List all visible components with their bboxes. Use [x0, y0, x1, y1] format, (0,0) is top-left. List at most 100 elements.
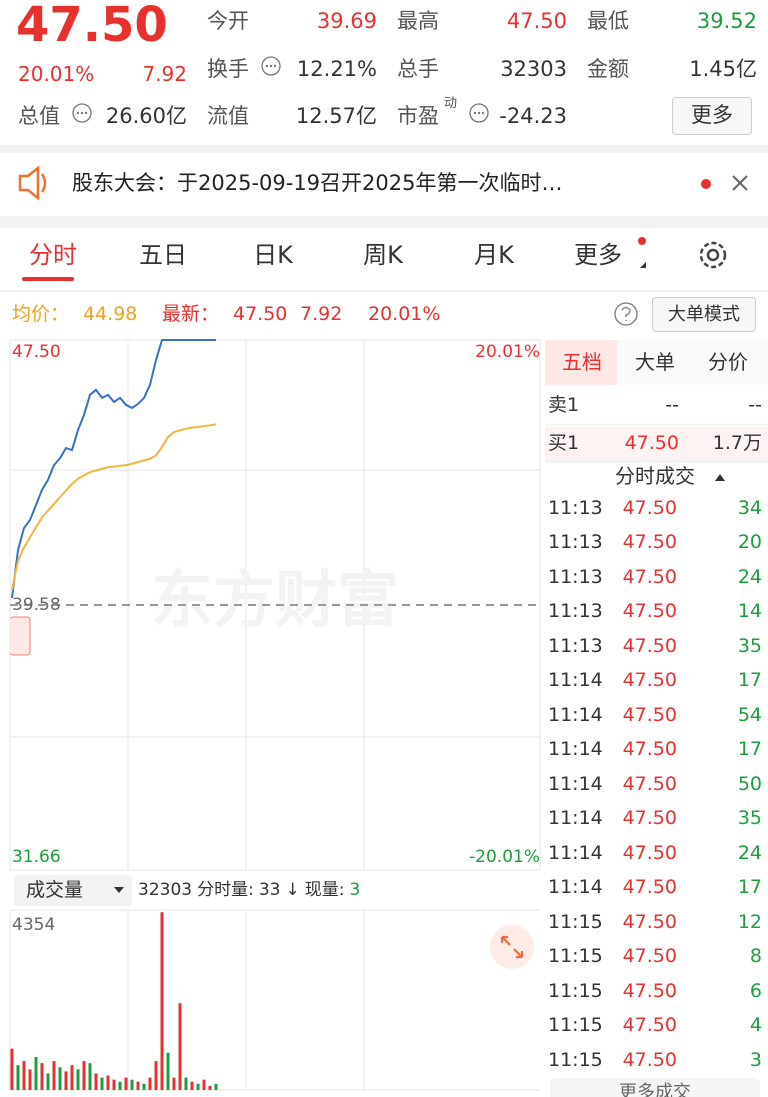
tab[interactable]: 更多 — [574, 240, 622, 269]
volume-bar — [10, 1048, 14, 1090]
volume-bar — [88, 1063, 92, 1090]
summary-change: 7.92 — [300, 302, 343, 325]
trade-time: 11:14 — [548, 876, 603, 899]
book-volume: 1.7万 — [712, 431, 762, 454]
volume-bar — [124, 1077, 128, 1090]
trade-volume: 14 — [737, 600, 762, 623]
volume-bar — [130, 1079, 134, 1090]
tab[interactable]: 日K — [253, 240, 293, 269]
more-button[interactable] — [672, 97, 752, 135]
separator — [545, 459, 768, 463]
trade-volume: 17 — [737, 669, 762, 692]
trade-volume: 17 — [737, 738, 762, 761]
separator — [0, 290, 768, 292]
book-tab[interactable]: 大单 — [635, 350, 675, 374]
change-pct: 20.01% — [18, 62, 95, 86]
stat-value: 12.21% — [296, 57, 377, 82]
volume-bar — [178, 1003, 182, 1090]
separator — [0, 216, 768, 228]
stat-label: 今开 — [207, 9, 249, 34]
stat-value: 39.52 — [696, 9, 757, 34]
volume-minute: 33 — [258, 879, 281, 900]
more-trades-button[interactable] — [550, 1078, 760, 1097]
y-tick-label: 31.66 — [12, 846, 61, 867]
trade-price: 47.50 — [622, 738, 677, 761]
info-icon-dot — [269, 64, 273, 68]
volume-bar — [40, 1063, 44, 1090]
tab-underline — [22, 277, 74, 281]
trade-volume: 6 — [749, 979, 762, 1002]
info-icon-dot — [481, 111, 485, 115]
trade-price: 47.50 — [622, 841, 677, 864]
help-icon-mark — [621, 306, 631, 321]
volume-selector[interactable] — [14, 875, 132, 906]
price-line — [11, 423, 217, 591]
y2-tick-label: -20.01% — [469, 846, 540, 867]
trade-price: 47.50 — [622, 531, 677, 554]
expand-button[interactable] — [490, 925, 534, 969]
stat-value: 32303 — [500, 57, 567, 82]
volume-bar — [16, 1065, 20, 1090]
info-icon-ring — [261, 56, 281, 76]
volume-bar — [52, 1061, 56, 1090]
selector-caret — [114, 887, 124, 893]
stat-label: 换手 — [207, 57, 249, 82]
stat-superscript: 动 — [444, 96, 458, 112]
stat-value: 26.60亿 — [105, 104, 187, 129]
y-tick-label: 47.50 — [12, 341, 61, 362]
trade-time: 11:14 — [548, 738, 603, 761]
trade-volume: 17 — [737, 876, 762, 899]
trade-price: 47.50 — [622, 772, 677, 795]
settings-icon[interactable] — [699, 241, 727, 269]
trade-time: 11:13 — [548, 565, 603, 588]
trade-volume: 20 — [737, 531, 762, 554]
summary-avg: 44.98 — [83, 302, 138, 325]
more-trades-label[interactable]: 更多成交 — [619, 1082, 691, 1097]
volume-bar — [142, 1083, 146, 1090]
info-icon — [469, 103, 489, 123]
volume-total: 32303 — [138, 879, 193, 900]
volume-bar — [100, 1077, 104, 1090]
mode-button[interactable] — [652, 297, 756, 332]
volume-bar — [94, 1073, 98, 1090]
more-button-label[interactable]: 更多 — [691, 103, 733, 128]
volume-bar — [148, 1077, 152, 1090]
mode-button-label[interactable]: 大单模式 — [668, 304, 740, 326]
tab[interactable]: 月K — [474, 240, 514, 269]
tab[interactable]: 分时 — [29, 240, 77, 269]
volume-minute-label: 分时量: — [197, 879, 254, 900]
summary-latest-label: 最新： — [162, 302, 220, 325]
trade-volume: 3 — [749, 1048, 762, 1071]
trade-time: 11:14 — [548, 807, 603, 830]
trade-price: 47.50 — [622, 910, 677, 933]
trade-time: 11:15 — [548, 1014, 603, 1037]
trade-time: 11:13 — [548, 531, 603, 554]
price: 47.50 — [16, 0, 168, 54]
trade-volume: 35 — [737, 634, 762, 657]
close-icon[interactable] — [732, 175, 748, 191]
notice-text: 股东大会：于2025-09-19召开2025年第一次临时… — [72, 171, 563, 196]
volume-selector-label[interactable]: 成交量 — [26, 878, 84, 901]
stat-label: 最高 — [397, 9, 439, 34]
volume-bar — [184, 1077, 188, 1090]
volume-bar — [208, 1085, 212, 1090]
tab[interactable]: 周K — [363, 240, 403, 269]
volume-bar — [160, 912, 164, 1090]
separator — [0, 145, 768, 153]
tab[interactable]: 五日 — [139, 240, 187, 269]
trade-markers — [9, 616, 31, 656]
book-tab[interactable]: 分价 — [708, 350, 748, 374]
trade-price: 47.50 — [622, 703, 677, 726]
stat-value: 1.45亿 — [689, 57, 757, 82]
trades-title: 分时成交 — [615, 464, 695, 488]
stat-label: 流值 — [207, 104, 249, 129]
book-level: 卖1 — [548, 393, 580, 416]
trade-price: 47.50 — [622, 807, 677, 830]
tab-dot — [638, 237, 646, 245]
trade-volume: 4 — [749, 1014, 762, 1037]
help-icon[interactable] — [614, 302, 638, 326]
volume-bar — [118, 1081, 122, 1090]
volume-bar — [82, 1061, 86, 1090]
book-tab[interactable]: 五档 — [562, 350, 602, 374]
